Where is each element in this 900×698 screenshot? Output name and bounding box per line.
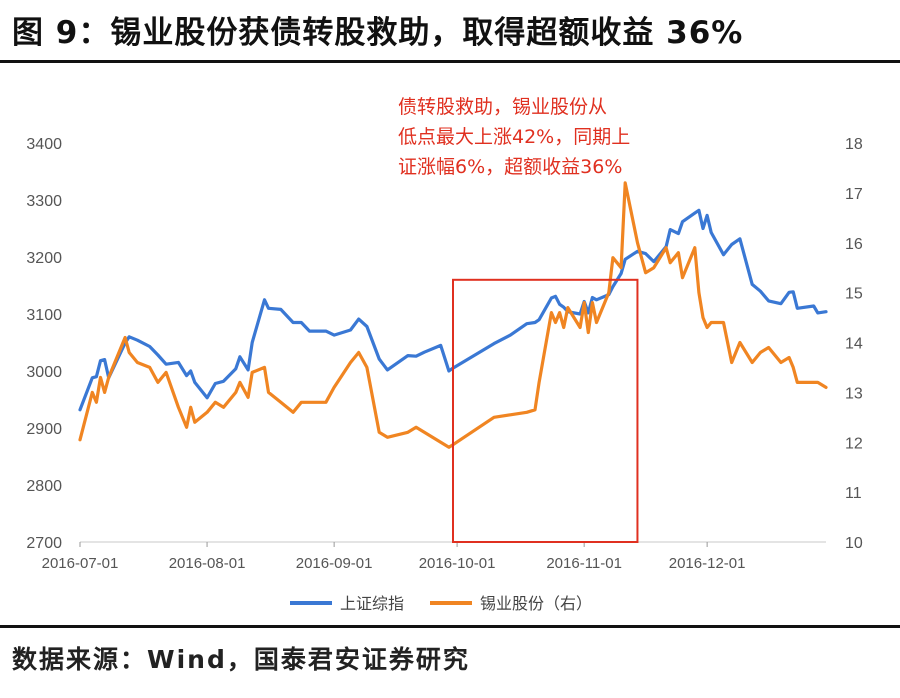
legend-label: 锡业股份（右）: [480, 594, 592, 613]
right-axis-tick-label: 16: [845, 236, 863, 253]
x-axis-tick-label: 2016-09-01: [296, 555, 373, 572]
series-line-xiye: [78, 181, 828, 449]
x-axis-tick-label: 2016-11-01: [546, 555, 622, 572]
x-axis-tick-label: 2016-10-01: [419, 555, 496, 572]
annotation-text-line: 债转股救助，锡业股份从: [398, 96, 607, 118]
left-axis-tick-label: 3100: [26, 307, 62, 324]
left-axis-tick-label: 3000: [26, 364, 62, 381]
right-axis-tick-label: 12: [845, 435, 863, 452]
legend-label: 上证综指: [340, 594, 404, 613]
left-axis-tick-label: 2700: [26, 535, 62, 552]
annotation-text-line: 低点最大上涨42%，同期上: [398, 126, 630, 148]
x-axis-tick-label: 2016-07-01: [42, 555, 119, 572]
left-axis-tick-label: 3300: [26, 193, 62, 210]
right-axis-tick-label: 15: [845, 286, 863, 303]
left-axis-tick-label: 2800: [26, 478, 62, 495]
data-source-note: 数据来源：Wind，国泰君安证券研究: [12, 645, 470, 674]
title-rule: [0, 60, 900, 63]
left-axis-tick-label: 3200: [26, 250, 62, 267]
annotation-text-line: 证涨幅6%，超额收益36%: [398, 156, 622, 178]
figure-title: 图 9：锡业股份获债转股救助，取得超额收益 36%: [12, 15, 744, 51]
right-axis-tick-label: 10: [845, 535, 863, 552]
x-axis-tick-label: 2016-12-01: [669, 555, 746, 572]
series-line-shanghai-composite: [78, 208, 828, 412]
left-axis-tick-label: 3400: [26, 136, 62, 153]
right-axis-tick-label: 14: [845, 336, 863, 353]
line-chart: 2700 2800 2900 3000 3100 3200 3300 3400 10 11 12 13…: [26, 96, 863, 613]
left-axis-tick-label: 2900: [26, 421, 62, 438]
right-axis-tick-label: 17: [845, 186, 863, 203]
source-rule: [0, 625, 900, 628]
x-axis-tick-label: 2016-08-01: [169, 555, 246, 572]
right-axis-tick-label: 13: [845, 385, 863, 402]
annotation-box: [452, 278, 639, 543]
right-axis-tick-label: 18: [845, 136, 863, 153]
right-axis-tick-label: 11: [845, 485, 862, 502]
